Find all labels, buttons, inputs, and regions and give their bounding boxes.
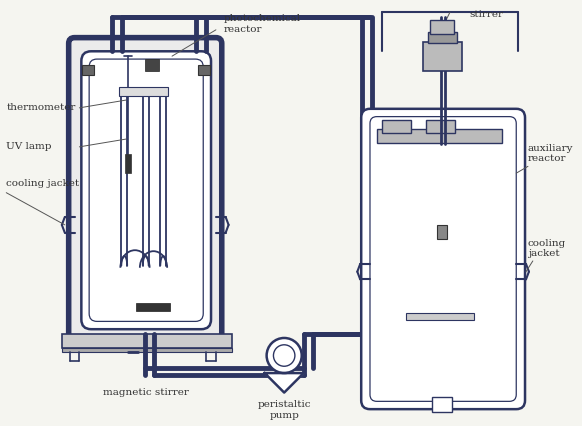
Bar (62, 334, 232, 348)
Text: peristaltic
pump: peristaltic pump (257, 400, 311, 420)
FancyBboxPatch shape (361, 109, 525, 409)
Text: magnetic stirrer: magnetic stirrer (103, 388, 189, 397)
FancyBboxPatch shape (81, 51, 211, 329)
FancyBboxPatch shape (370, 117, 516, 401)
Bar (382, 120, 411, 133)
Bar (432, 397, 452, 412)
Bar (125, 154, 131, 173)
Text: cooling jacket: cooling jacket (6, 179, 79, 188)
Circle shape (267, 338, 301, 373)
Circle shape (274, 345, 295, 366)
Text: UV lamp: UV lamp (6, 142, 52, 151)
Bar (119, 87, 168, 96)
Bar (145, 59, 159, 71)
Bar (425, 120, 455, 133)
Bar (423, 42, 462, 71)
Bar (428, 32, 457, 43)
Text: auxiliary
reactor: auxiliary reactor (528, 144, 573, 164)
Bar (136, 303, 170, 311)
Bar (82, 65, 94, 75)
Bar (377, 130, 502, 143)
Text: photochemical
reactor: photochemical reactor (223, 14, 301, 34)
Bar (437, 225, 447, 239)
Text: thermometer: thermometer (6, 104, 76, 112)
FancyBboxPatch shape (69, 37, 222, 340)
Text: cooling
jacket: cooling jacket (528, 239, 566, 258)
FancyBboxPatch shape (89, 59, 203, 321)
Bar (406, 313, 474, 320)
Bar (431, 20, 454, 34)
Polygon shape (265, 373, 304, 393)
Bar (62, 348, 232, 351)
Bar (198, 65, 210, 75)
Text: stirrer: stirrer (470, 10, 503, 19)
